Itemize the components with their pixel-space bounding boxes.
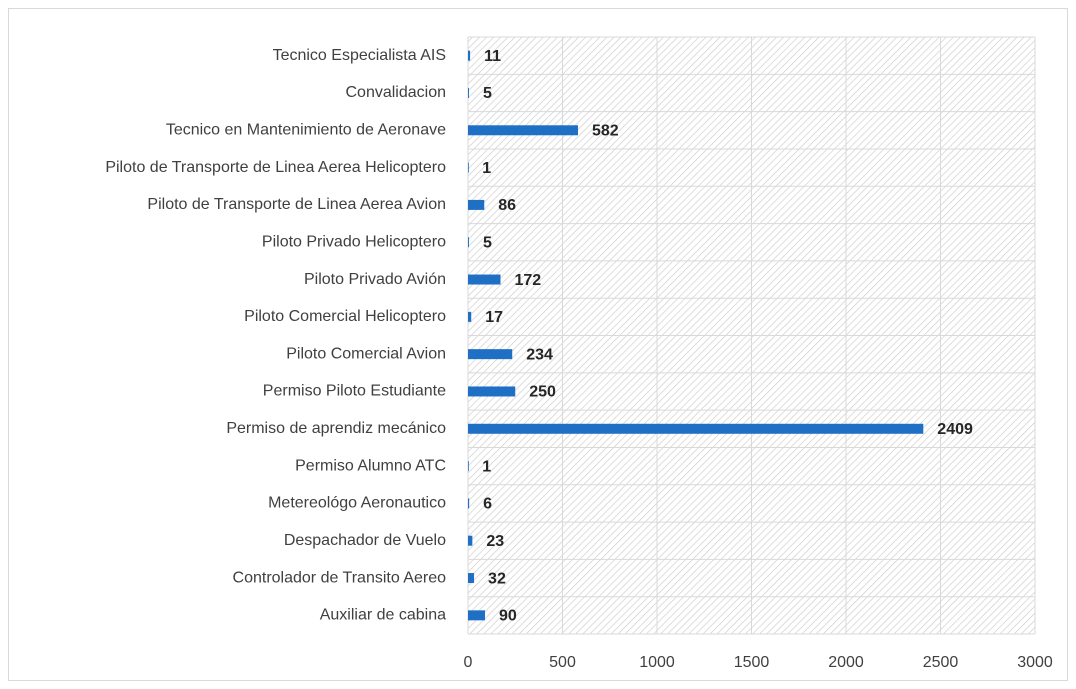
bar [468,535,473,546]
bar [468,199,485,210]
value-label: 234 [526,346,553,363]
bar [468,349,513,360]
y-tick-label: Auxiliar de cabina [320,607,446,624]
value-label: 23 [486,533,504,550]
bar [468,162,469,173]
x-tick-label: 1500 [734,654,770,671]
value-label: 1 [482,160,491,177]
value-label: 582 [592,123,619,140]
value-label: 2409 [937,421,973,438]
value-label: 5 [483,234,492,251]
y-tick-label: Convalidacion [345,84,446,101]
bar [468,125,578,136]
x-tick-label: 500 [549,654,576,671]
value-label: 11 [484,48,501,65]
bar [468,573,475,584]
value-label: 17 [485,309,503,326]
bar [468,498,470,509]
y-tick-label: Piloto Privado Helicoptero [262,233,446,250]
value-label: 86 [498,197,516,214]
value-label: 6 [483,496,492,513]
y-tick-label: Piloto Comercial Helicoptero [244,308,446,325]
bar [468,311,472,322]
y-tick-label: Piloto Privado Avión [304,271,446,288]
y-tick-label: Piloto de Transporte de Linea Aerea Heli… [105,159,446,176]
y-tick-label: Permiso Piloto Estudiante [263,383,446,400]
bar [468,386,516,397]
value-label: 5 [483,85,492,102]
value-label: 1 [482,458,491,475]
bar [468,274,501,285]
x-tick-label: 3000 [1017,654,1053,671]
y-tick-label: Permiso de aprendiz mecánico [226,420,446,437]
chart-frame [8,8,1068,681]
y-tick-label: Metereológo Aeronautico [268,495,446,512]
y-tick-label: Piloto de Transporte de Linea Aerea Avio… [147,196,446,213]
value-label: 32 [488,570,506,587]
bar [468,50,471,61]
value-label: 250 [529,384,556,401]
x-tick-label: 2500 [923,654,959,671]
x-tick-label: 2000 [828,654,864,671]
x-tick-label: 0 [464,654,473,671]
y-tick-label: Controlador de Transito Aereo [233,569,447,586]
y-tick-label: Tecnico en Mantenimiento de Aeronave [166,122,446,139]
y-tick-label: Tecnico Especialista AIS [273,47,446,64]
bar [468,461,469,472]
y-tick-label: Despachador de Vuelo [284,532,446,549]
value-label: 90 [499,608,517,625]
bar [468,610,486,621]
value-label: 172 [515,272,542,289]
y-tick-label: Permiso Alumno ATC [295,457,446,474]
bar [468,423,924,434]
y-tick-label: Piloto Comercial Avion [286,345,446,362]
bar [468,87,469,98]
x-tick-label: 1000 [639,654,675,671]
bar [468,237,469,248]
